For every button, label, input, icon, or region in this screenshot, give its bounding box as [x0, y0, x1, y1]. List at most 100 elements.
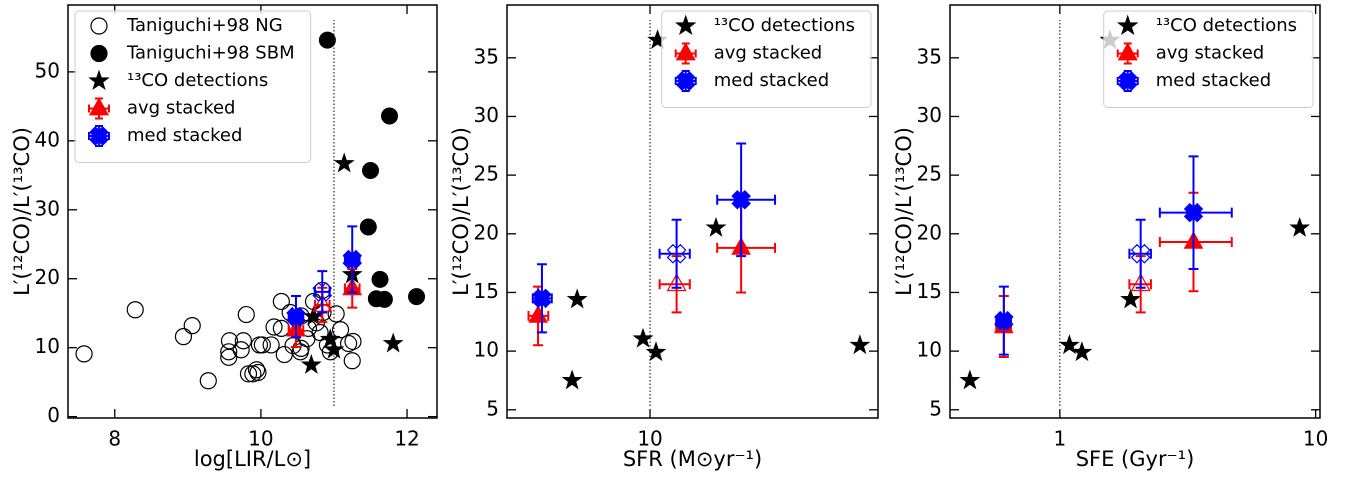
- legend-item: [90, 44, 108, 63]
- legend-item: [675, 14, 697, 36]
- legend-item: [88, 97, 110, 120]
- legend-marker: [675, 42, 696, 61]
- data-point: [220, 343, 238, 361]
- data-point: [237, 305, 255, 324]
- data-point: [1058, 334, 1080, 355]
- legend-marker: [1117, 42, 1138, 61]
- legend-label: avg stacked: [1156, 43, 1264, 64]
- data-point: [359, 218, 377, 236]
- data-point: [1130, 243, 1151, 264]
- legend-label: Taniguchi+98 SBM: [126, 43, 295, 64]
- y-tick-label: 20: [917, 220, 942, 244]
- data-point: [342, 249, 363, 270]
- data-point: [199, 372, 217, 390]
- y-tick-label: 30: [474, 103, 499, 127]
- x-tick-label: 1: [1053, 427, 1066, 451]
- data-point: [333, 152, 355, 173]
- y-tick-label: 50: [35, 58, 60, 82]
- data-point: [286, 306, 306, 327]
- data-point: [253, 336, 271, 354]
- data-point: [312, 281, 333, 302]
- data-point: [528, 304, 548, 323]
- data-point: [183, 317, 201, 335]
- data-point: [666, 273, 687, 292]
- data-point: [275, 345, 293, 364]
- data-point: [566, 288, 588, 309]
- data-point: [375, 290, 393, 308]
- legend-marker: [88, 69, 110, 91]
- data-point: [244, 365, 262, 383]
- data-point: [174, 328, 193, 346]
- data-point: [344, 332, 362, 351]
- y-tick-label: 30: [35, 196, 60, 220]
- legend-box: [74, 10, 312, 163]
- legend-label: avg stacked: [127, 98, 235, 119]
- data-point: [126, 301, 144, 319]
- data-point: [561, 369, 583, 390]
- data-point: [362, 161, 380, 179]
- data-point: [408, 288, 426, 306]
- y-axis-label: L′(¹²CO)/L′(¹³CO): [449, 127, 473, 296]
- data-point: [532, 288, 552, 309]
- legend-box: [1103, 10, 1314, 108]
- legend-item: [90, 17, 108, 35]
- legend-marker: [1117, 14, 1139, 36]
- y-axis-label: L′(¹²CO)/L′(¹³CO): [10, 127, 34, 296]
- y-tick-label: 10: [474, 338, 499, 362]
- data-point: [731, 189, 751, 210]
- data-point: [1071, 341, 1093, 362]
- y-tick-label: 0: [47, 403, 60, 427]
- y-axis-label: L′(¹²CO)/L′(¹³CO): [892, 127, 916, 296]
- data-point: [994, 310, 1014, 331]
- data-point: [239, 365, 258, 383]
- legend-marker: [88, 97, 110, 116]
- data-point: [645, 341, 667, 362]
- data-point: [234, 332, 252, 350]
- x-error-bar: [658, 279, 691, 290]
- y-tick-label: 10: [35, 334, 60, 358]
- data-point: [1120, 288, 1142, 309]
- x-axis-label: SFE (Gyr⁻¹): [1076, 447, 1195, 471]
- legend-marker: [1117, 71, 1138, 91]
- legend-box: [661, 10, 872, 108]
- data-point: [262, 336, 280, 354]
- panel: 5 10 15 20 25 30 35 1 10 ¹³CO detections avg stack…: [892, 4, 1328, 471]
- x-tick-label: 10: [637, 427, 662, 451]
- data-point: [382, 332, 404, 353]
- y-tick-label: 15: [474, 279, 499, 303]
- x-error-bar: [1128, 248, 1152, 259]
- legend-item: [674, 42, 697, 65]
- data-point: [319, 328, 341, 349]
- data-point: [292, 339, 310, 357]
- data-point: [1289, 216, 1311, 237]
- legend-item: [88, 69, 110, 91]
- data-point: [339, 334, 358, 353]
- data-point: [232, 341, 250, 359]
- data-point: [666, 243, 687, 264]
- legend-label: med stacked: [1156, 70, 1271, 91]
- legend-item: [88, 125, 110, 147]
- y-tick-label: 5: [929, 396, 942, 420]
- data-point: [327, 305, 345, 323]
- y-tick-label: 35: [474, 44, 499, 68]
- data-point: [300, 353, 322, 374]
- plot-frame: [67, 4, 438, 419]
- legend-label: avg stacked: [714, 43, 822, 64]
- plot-frame: [949, 4, 1321, 419]
- data-point: [371, 270, 389, 288]
- data-point: [705, 216, 727, 237]
- y-tick-label: 35: [917, 44, 942, 68]
- y-tick-label: 25: [917, 162, 942, 186]
- legend-label: ¹³CO detections: [714, 15, 855, 36]
- legend-marker: [675, 71, 696, 91]
- legend-marker: [90, 17, 108, 35]
- x-tick-label: 10: [248, 427, 273, 451]
- x-error-bar: [658, 248, 691, 259]
- data-point: [1130, 273, 1151, 292]
- data-point: [331, 321, 350, 339]
- y-tick-label: 10: [917, 338, 942, 362]
- legend-marker: [675, 14, 697, 36]
- legend-marker: [89, 126, 109, 146]
